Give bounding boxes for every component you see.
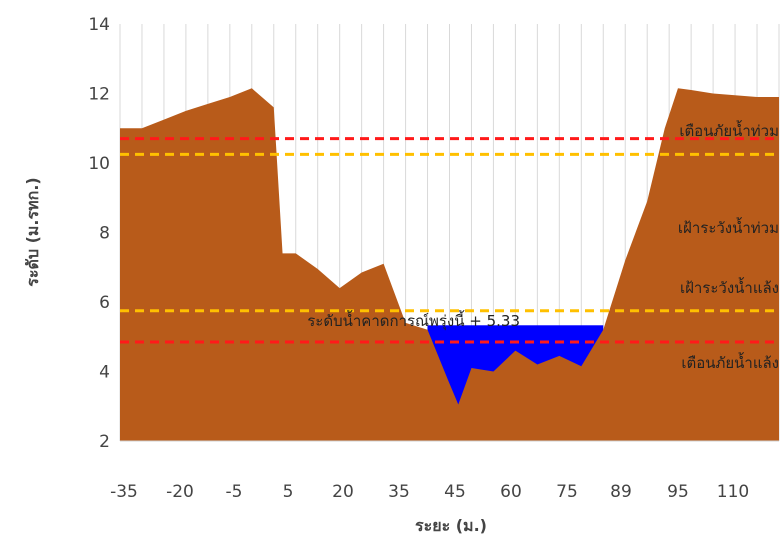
x-tick-label: 60 — [500, 482, 522, 502]
y-tick-label: 8 — [99, 224, 110, 244]
reference-line-label: เตือนภัยน้ำแล้ง — [681, 352, 779, 372]
x-tick-label: 5 — [283, 482, 294, 502]
reference-lines: เตือนภัยน้ำท่วมเฝ้าระวังน้ำท่วมเฝ้าระวัง… — [120, 120, 779, 372]
x-tick-label: -20 — [166, 482, 194, 502]
y-axis-title: ระดับ (ม.รทก.) — [23, 177, 42, 286]
y-tick-label: 6 — [99, 293, 110, 313]
x-tick-label: -5 — [226, 482, 243, 502]
reference-line-label: เฝ้าระวังน้ำแล้ง — [680, 277, 779, 297]
y-tick-label: 14 — [88, 15, 110, 35]
x-tick-label: 20 — [332, 482, 354, 502]
y-axis-ticks: 2 4 6 8 10 12 14 — [88, 15, 110, 452]
x-tick-label: 35 — [388, 482, 410, 502]
x-axis-title: ระยะ (ม.) — [415, 516, 487, 535]
ground-profile-area — [120, 88, 779, 441]
x-tick-label: 75 — [556, 482, 578, 502]
x-tick-label: 89 — [610, 482, 632, 502]
reference-line-label: เฝ้าระวังน้ำท่วม — [678, 217, 779, 237]
y-tick-label: 12 — [88, 85, 110, 105]
x-tick-label: 110 — [717, 482, 749, 502]
y-tick-label: 2 — [99, 432, 110, 452]
x-tick-label: 45 — [444, 482, 466, 502]
x-tick-label: 95 — [667, 482, 689, 502]
water-level-label: ระดับน้ำคาดการณ์พรุ่งนี้ + 5.33 — [307, 310, 520, 331]
y-tick-label: 10 — [88, 154, 110, 174]
x-axis-ticks: -35 -20 -5 5 20 35 45 60 75 89 95 110 — [110, 482, 749, 502]
x-tick-label: -35 — [110, 482, 138, 502]
reference-line-label: เตือนภัยน้ำท่วม — [679, 120, 779, 140]
y-tick-label: 4 — [99, 363, 110, 383]
ground-layer — [120, 88, 779, 441]
